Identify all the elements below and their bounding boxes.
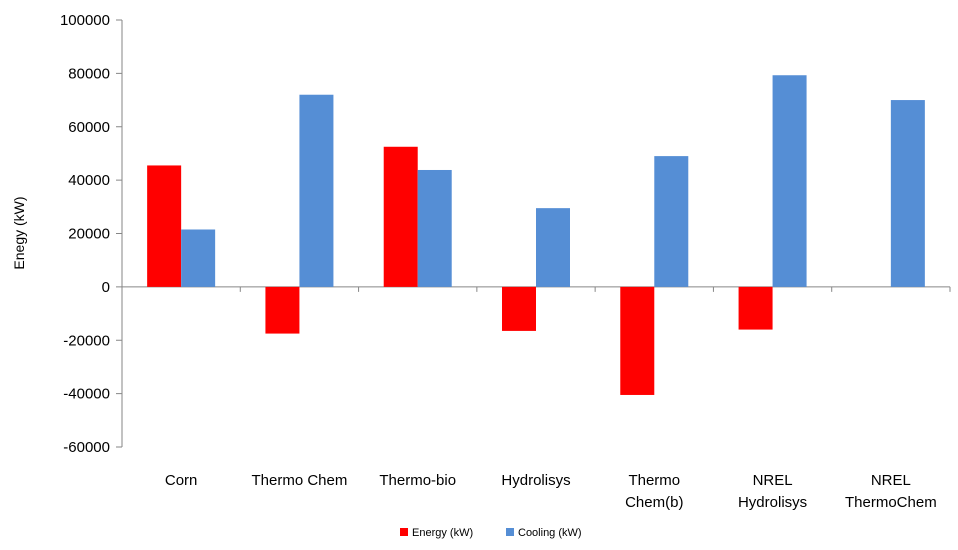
legend-swatch-energy: [400, 528, 408, 536]
x-category-label: Thermo: [628, 472, 680, 489]
legend-label-energy: Energy (kW): [412, 527, 473, 539]
bar-cooling: [654, 156, 689, 287]
plot-area: 100000 80000 60000 40000 20000 0 -20000 -40000 -…: [60, 12, 951, 511]
x-category-label: Corn: [165, 472, 198, 489]
x-category-label: Thermo Chem: [251, 472, 347, 489]
bar-cooling: [536, 208, 570, 287]
x-category-label: Hydrolisys: [501, 472, 570, 489]
bar-cooling: [417, 169, 452, 287]
bar-energy: [147, 165, 182, 287]
y-tick-label: -60000: [63, 439, 110, 456]
x-category-label: Hydrolisys: [738, 494, 807, 511]
bar-cooling: [772, 75, 807, 287]
x-category-label: NREL: [871, 472, 911, 489]
y-tick-label: 100000: [60, 12, 110, 29]
bar-energy: [738, 286, 773, 330]
y-tick-label: 0: [102, 279, 110, 296]
x-category-label: Thermo-bio: [379, 472, 456, 489]
legend-label-cooling: Cooling (kW): [518, 527, 582, 539]
y-tick-label: 80000: [68, 65, 110, 82]
y-axis-title: Enegy (kW): [11, 196, 27, 269]
legend: Energy (kW) Cooling (kW): [400, 527, 582, 539]
y-tick-label: -20000: [63, 332, 110, 349]
x-category-label: NREL: [753, 472, 793, 489]
y-tick-label: -40000: [63, 386, 110, 403]
y-tick-label: 20000: [68, 226, 110, 243]
y-tick-label: 60000: [68, 119, 110, 136]
bar-energy: [502, 286, 536, 331]
y-tick-label: 40000: [68, 172, 110, 189]
bar-energy: [620, 286, 655, 395]
bar-energy: [265, 286, 300, 334]
bar-cooling: [299, 94, 334, 287]
x-category-label: Chem(b): [625, 494, 683, 511]
x-category-label: ThermoChem: [845, 494, 937, 511]
bar-cooling: [181, 229, 216, 287]
bar-energy: [383, 146, 418, 287]
legend-swatch-cooling: [506, 528, 514, 536]
bar-cooling: [890, 100, 925, 287]
